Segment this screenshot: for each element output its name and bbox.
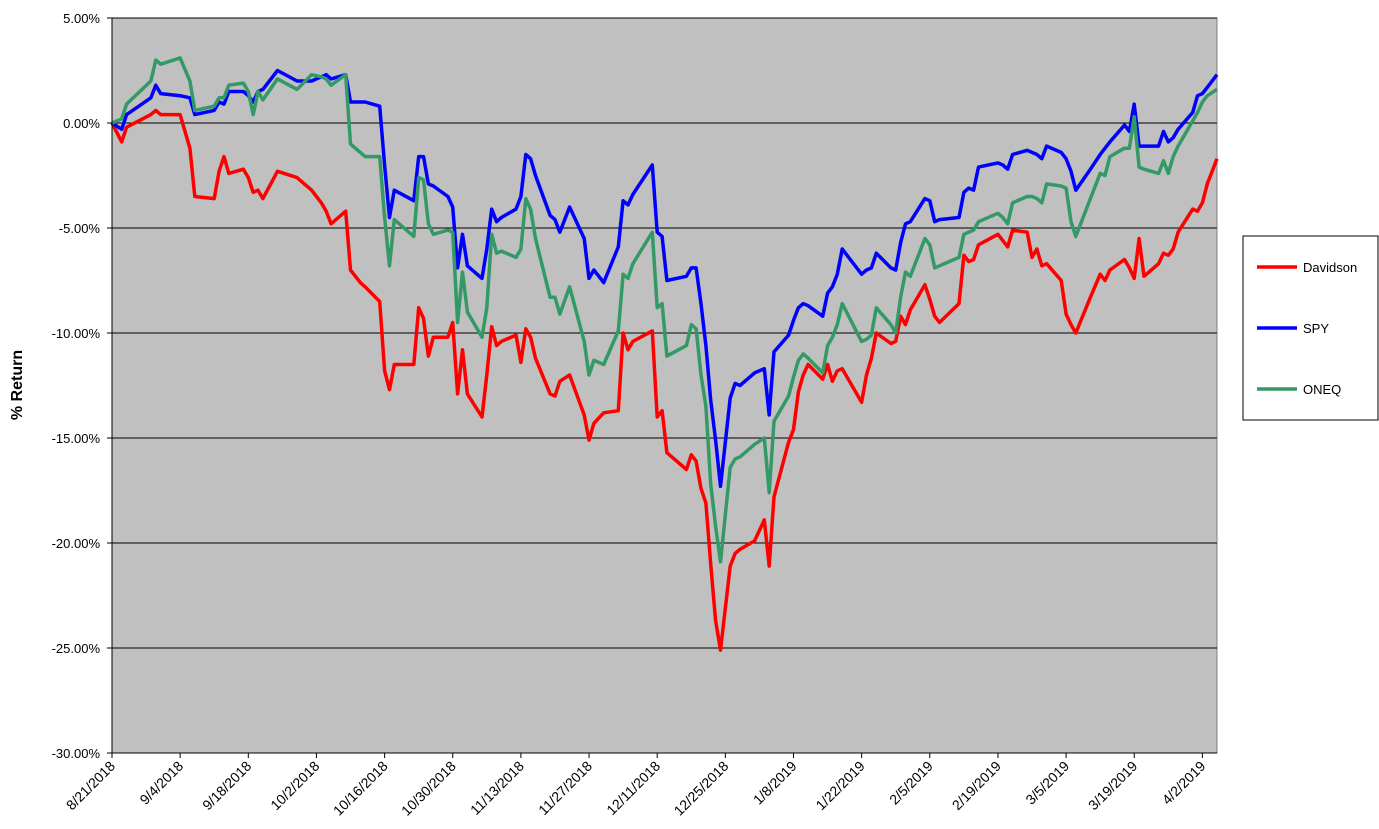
legend: Davidson SPY ONEQ	[1242, 235, 1379, 421]
y-tick-label: -10.00%	[52, 326, 101, 341]
x-tick-label: 10/30/2018	[398, 758, 459, 819]
y-tick-label: -25.00%	[52, 641, 101, 656]
y-tick-label: 5.00%	[63, 11, 100, 26]
x-tick-label: 11/13/2018	[467, 758, 527, 818]
series-line	[110, 108, 1219, 652]
x-tick-label: 8/21/2018	[63, 758, 119, 814]
x-tick-label: 9/18/2018	[199, 758, 255, 814]
legend-label: SPY	[1303, 321, 1329, 336]
x-tick-label: 12/11/2018	[603, 758, 663, 818]
x-tick-label: 3/19/2019	[1085, 758, 1141, 814]
x-tick-label: 1/22/2019	[812, 758, 868, 814]
x-tick-label: 2/5/2019	[886, 758, 936, 808]
x-tick-label: 1/8/2019	[750, 758, 800, 808]
x-tick-label: 9/4/2018	[136, 758, 186, 808]
x-tick-label: 2/19/2019	[949, 758, 1005, 814]
x-tick-label: 12/25/2018	[671, 758, 732, 819]
x-tick-label: 11/27/2018	[535, 758, 595, 818]
x-tick-label: 10/16/2018	[330, 758, 391, 819]
legend-label: ONEQ	[1303, 382, 1341, 397]
y-tick-label: 0.00%	[63, 116, 100, 131]
y-axis-title: % Return	[9, 350, 26, 420]
plot-area	[111, 17, 1218, 754]
legend-label: Davidson	[1303, 260, 1357, 275]
series-line	[111, 56, 1218, 564]
y-tick-label: -20.00%	[52, 536, 101, 551]
x-tick-label: 3/5/2019	[1022, 758, 1072, 808]
x-tick-label: 4/2/2019	[1159, 758, 1209, 808]
y-tick-label: -5.00%	[59, 221, 101, 236]
y-tick-label: -30.00%	[52, 746, 101, 761]
y-tick-label: -15.00%	[52, 431, 101, 446]
x-tick-label: 10/2/2018	[267, 758, 323, 814]
